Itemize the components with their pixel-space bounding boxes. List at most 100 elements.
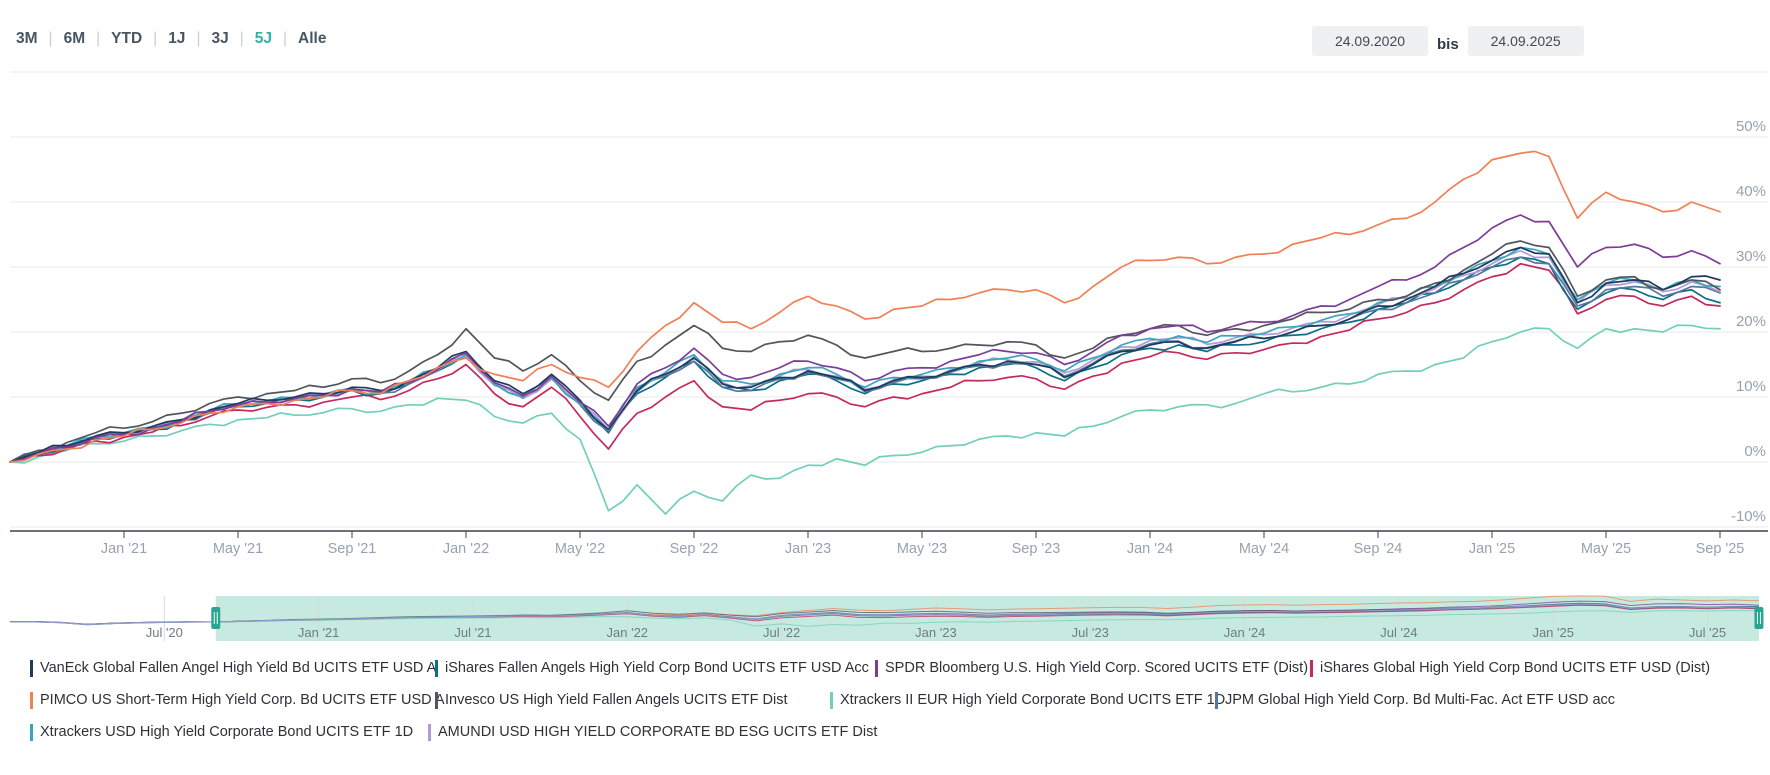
x-axis-label: Jan '25 bbox=[1469, 541, 1515, 557]
navigator-axis-label: Jul '21 bbox=[454, 625, 491, 640]
legend-label: SPDR Bloomberg U.S. High Yield Corp. Sco… bbox=[885, 660, 1309, 676]
legend-item[interactable]: SPDR Bloomberg U.S. High Yield Corp. Sco… bbox=[875, 659, 1310, 677]
legend-label: iShares Fallen Angels High Yield Corp Bo… bbox=[445, 660, 869, 676]
legend-label: PIMCO US Short-Term High Yield Corp. Bd … bbox=[40, 692, 445, 708]
legend-row: Xtrackers USD High Yield Corporate Bond … bbox=[30, 716, 1750, 748]
range-button-5j[interactable]: 5J bbox=[254, 30, 272, 47]
legend-color-bar bbox=[30, 659, 33, 677]
legend-label: Xtrackers II EUR High Yield Corporate Bo… bbox=[840, 692, 1226, 708]
x-axis-label: Jan '21 bbox=[101, 541, 147, 557]
navigator-axis-label: Jul '20 bbox=[146, 625, 183, 640]
legend-item[interactable]: Invesco US High Yield Fallen Angels UCIT… bbox=[435, 691, 830, 709]
navigator-axis-label: Jul '24 bbox=[1380, 625, 1417, 640]
range-separator: | bbox=[196, 30, 201, 47]
legend-item[interactable]: JPM Global High Yield Corp. Bd Multi-Fac… bbox=[1215, 691, 1750, 709]
x-axis-label: May '23 bbox=[897, 541, 947, 557]
navigator-series-line bbox=[9, 609, 1759, 627]
x-axis-label: Sep '25 bbox=[1696, 541, 1745, 557]
series-line bbox=[9, 246, 1721, 463]
x-axis-label: Sep '23 bbox=[1012, 541, 1061, 557]
navigator-handle[interactable] bbox=[211, 607, 221, 629]
legend-color-bar bbox=[435, 659, 438, 677]
navigator-axis-label: Jan '24 bbox=[1224, 625, 1266, 640]
legend-row: VanEck Global Fallen Angel High Yield Bd… bbox=[30, 652, 1750, 684]
y-axis-label: 10% bbox=[1736, 378, 1766, 395]
legend-item[interactable]: AMUNDI USD HIGH YIELD CORPORATE BD ESG U… bbox=[428, 723, 1750, 741]
x-axis-label: Sep '22 bbox=[670, 541, 719, 557]
date-range-separator-label: bis bbox=[1437, 35, 1459, 53]
chart-toolbar: 3M | 6M | YTD | 1J | 3J | 5J | Alle 24.09.2020 bis 2… bbox=[0, 26, 1770, 60]
legend-label: JPM Global High Yield Corp. Bd Multi-Fac… bbox=[1225, 692, 1616, 708]
x-axis-label: May '25 bbox=[1581, 541, 1631, 557]
series-line bbox=[9, 249, 1721, 463]
series-line bbox=[9, 214, 1721, 463]
legend-color-bar bbox=[875, 659, 878, 677]
y-axis-label: 20% bbox=[1736, 313, 1766, 330]
x-axis-label: Jan '23 bbox=[785, 541, 831, 557]
navigator-axis-label: Jul '25 bbox=[1689, 625, 1726, 640]
navigator-axis-label: Jan '22 bbox=[607, 625, 649, 640]
x-axis-label: Sep '24 bbox=[1354, 541, 1403, 557]
range-separator: | bbox=[239, 30, 244, 47]
legend-item[interactable]: iShares Fallen Angels High Yield Corp Bo… bbox=[435, 659, 875, 677]
legend-label: VanEck Global Fallen Angel High Yield Bd… bbox=[40, 660, 437, 676]
legend-item[interactable]: VanEck Global Fallen Angel High Yield Bd… bbox=[30, 659, 437, 677]
range-button-6m[interactable]: 6M bbox=[63, 30, 86, 47]
x-axis-label: May '21 bbox=[213, 541, 263, 557]
x-axis-label: May '22 bbox=[555, 541, 605, 557]
legend-label: Xtrackers USD High Yield Corporate Bond … bbox=[40, 724, 414, 740]
time-range-selector: 3M | 6M | YTD | 1J | 3J | 5J | Alle bbox=[14, 30, 328, 48]
x-axis-label: Jan '24 bbox=[1127, 541, 1173, 557]
navigator-axis-label: Jan '25 bbox=[1532, 625, 1574, 640]
range-button-3m[interactable]: 3M bbox=[16, 30, 38, 47]
navigator-handle[interactable] bbox=[1754, 607, 1764, 629]
series-line bbox=[9, 150, 1721, 463]
series-line bbox=[9, 240, 1721, 463]
navigator-axis-label: Jul '23 bbox=[1072, 625, 1109, 640]
legend-item[interactable]: Xtrackers II EUR High Yield Corporate Bo… bbox=[830, 691, 1225, 709]
legend-label: Invesco US High Yield Fallen Angels UCIT… bbox=[445, 692, 788, 708]
legend-color-bar bbox=[435, 691, 438, 709]
navigator-axis-label: Jul '22 bbox=[763, 625, 800, 640]
navigator-series-line bbox=[9, 603, 1759, 625]
series-line bbox=[9, 256, 1721, 463]
y-axis-label: 50% bbox=[1736, 118, 1766, 135]
range-button-alle[interactable]: Alle bbox=[298, 30, 327, 47]
range-button-3j[interactable]: 3J bbox=[211, 30, 229, 47]
legend-color-bar bbox=[1215, 691, 1218, 709]
y-axis-label: 40% bbox=[1736, 183, 1766, 200]
range-separator: | bbox=[283, 30, 288, 47]
range-button-1j[interactable]: 1J bbox=[168, 30, 186, 47]
y-axis-label: 0% bbox=[1744, 443, 1766, 460]
legend-color-bar bbox=[830, 691, 833, 709]
date-to-input[interactable]: 24.09.2025 bbox=[1467, 26, 1584, 56]
legend-item[interactable]: Xtrackers USD High Yield Corporate Bond … bbox=[30, 723, 428, 741]
x-axis-label: May '24 bbox=[1239, 541, 1289, 557]
navigator-axis-label: Jan '23 bbox=[915, 625, 957, 640]
navigator-axis-label: Jan '21 bbox=[298, 625, 340, 640]
legend-item[interactable]: PIMCO US Short-Term High Yield Corp. Bd … bbox=[30, 691, 445, 709]
range-button-ytd[interactable]: YTD bbox=[111, 30, 143, 47]
y-axis-label: -10% bbox=[1731, 508, 1766, 525]
range-separator: | bbox=[48, 30, 53, 47]
legend-item[interactable]: iShares Global High Yield Corp Bond UCIT… bbox=[1310, 659, 1750, 677]
series-line bbox=[9, 262, 1721, 463]
legend-color-bar bbox=[1310, 659, 1313, 677]
legend-color-bar bbox=[428, 723, 431, 741]
legend-color-bar bbox=[30, 691, 33, 709]
date-from-input[interactable]: 24.09.2020 bbox=[1312, 26, 1428, 56]
y-axis-label: 30% bbox=[1736, 248, 1766, 265]
legend-row: PIMCO US Short-Term High Yield Corp. Bd … bbox=[30, 684, 1750, 716]
legend-label: AMUNDI USD HIGH YIELD CORPORATE BD ESG U… bbox=[438, 724, 878, 740]
series-line bbox=[9, 256, 1721, 463]
x-axis-label: Jan '22 bbox=[443, 541, 489, 557]
range-separator: | bbox=[153, 30, 158, 47]
range-separator: | bbox=[96, 30, 101, 47]
x-axis-label: Sep '21 bbox=[328, 541, 377, 557]
legend-color-bar bbox=[30, 723, 33, 741]
date-range-controls: 24.09.2020 bis 24.09.2025 bbox=[1312, 26, 1584, 56]
series-line bbox=[9, 324, 1721, 515]
legend-label: iShares Global High Yield Corp Bond UCIT… bbox=[1320, 660, 1711, 676]
